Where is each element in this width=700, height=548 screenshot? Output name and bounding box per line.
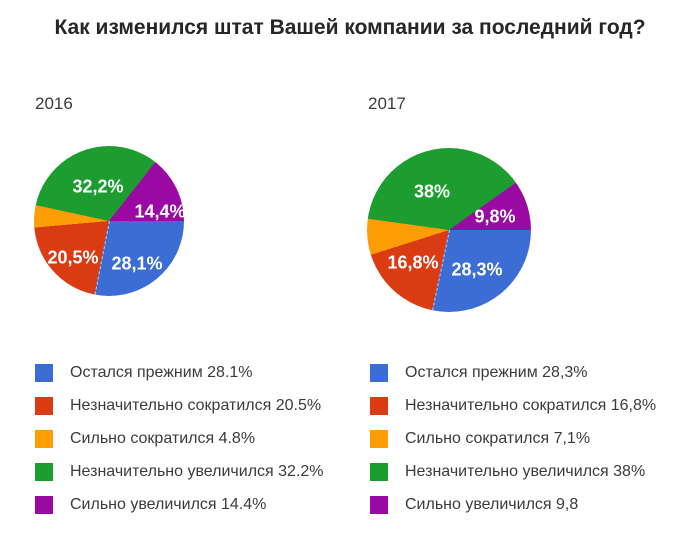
legend-label: Незначительно сократился 20.5% xyxy=(70,396,322,414)
legend-swatch-purple xyxy=(35,495,53,514)
legend-label: Незначительно увеличился 32.2% xyxy=(70,462,324,480)
legend-item: Незначительно увеличился 38% xyxy=(370,462,690,481)
legend-item: Сильно увеличился 9,8 xyxy=(370,495,690,514)
chart-year-label-2017: 2017 xyxy=(368,94,406,113)
legend-2017: Остался прежним 28,3% Незначительно сокр… xyxy=(370,363,690,528)
pie-slice-label-green: 38% xyxy=(413,181,451,202)
legend-swatch-orange xyxy=(370,429,388,448)
pie-chart-2017: 28,3% 16,8% 38% 9,8% xyxy=(367,148,531,312)
pie-slice-label-red: 20,5% xyxy=(47,247,99,268)
page-title: Как изменился штат Вашей компании за пос… xyxy=(54,16,646,39)
legend-item: Незначительно сократился 20.5% xyxy=(35,396,355,415)
legend-swatch-red xyxy=(35,396,53,415)
legend-item: Остался прежним 28,3% xyxy=(370,363,690,382)
legend-label: Незначительно увеличился 38% xyxy=(405,462,646,480)
legend-2016: Остался прежним 28.1% Незначительно сокр… xyxy=(35,363,355,528)
pie-slice-label-purple: 9,8% xyxy=(474,206,516,227)
legend-item: Незначительно увеличился 32.2% xyxy=(35,462,355,481)
legend-item: Сильно сократился 7,1% xyxy=(370,429,690,448)
legend-swatch-blue xyxy=(35,363,53,382)
chart-year-label-2016: 2016 xyxy=(35,94,73,113)
legend-label: Остался прежним 28.1% xyxy=(70,363,253,381)
legend-label: Сильно увеличился 9,8 xyxy=(405,495,579,513)
pie-chart-2016: 28,1% 20,5% 32,2% 14,4% xyxy=(34,146,186,296)
legend-swatch-orange xyxy=(35,429,53,448)
legend-item: Сильно увеличился 14.4% xyxy=(35,495,355,514)
pie-slice-label-blue: 28,1% xyxy=(111,253,163,274)
legend-label: Сильно увеличился 14.4% xyxy=(70,495,267,513)
pie-slice-label-green: 32,2% xyxy=(72,176,124,197)
pie-slice-label-red: 16,8% xyxy=(387,252,439,273)
legend-swatch-green xyxy=(35,462,53,481)
legend-label: Остался прежним 28,3% xyxy=(405,363,588,381)
legend-item: Остался прежним 28.1% xyxy=(35,363,355,382)
legend-label: Незначительно сократился 16,8% xyxy=(405,396,657,414)
legend-swatch-blue xyxy=(370,363,388,382)
pie-slice-label-purple: 14,4% xyxy=(134,201,186,222)
legend-swatch-green xyxy=(370,462,388,481)
legend-item: Сильно сократился 4.8% xyxy=(35,429,355,448)
legend-item: Незначительно сократился 16,8% xyxy=(370,396,690,415)
legend-swatch-purple xyxy=(370,495,388,514)
legend-label: Сильно сократился 7,1% xyxy=(405,429,591,447)
pie-slice-label-blue: 28,3% xyxy=(451,259,503,280)
legend-label: Сильно сократился 4.8% xyxy=(70,429,256,447)
legend-swatch-red xyxy=(370,396,388,415)
